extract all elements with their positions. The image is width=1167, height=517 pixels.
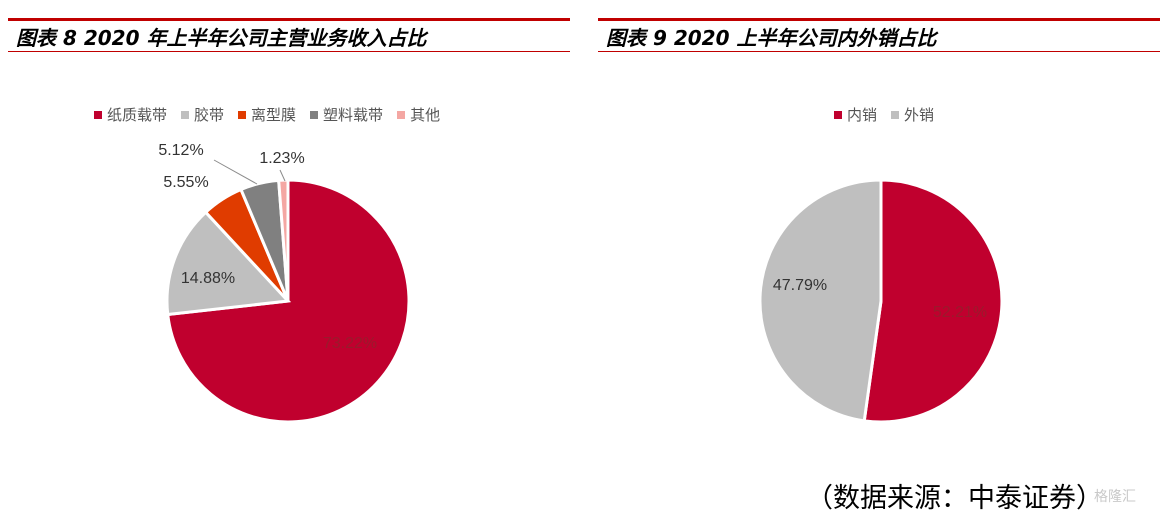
legend-label: 外销 — [904, 106, 935, 124]
leader-line — [213, 159, 258, 185]
data-source-note: （数据来源：中泰证券） — [806, 483, 1103, 514]
data-label: 5.12% — [158, 142, 203, 159]
legend-item: 其他 — [397, 104, 440, 125]
legend-swatch — [834, 110, 842, 119]
data-label: 5.55% — [163, 174, 208, 191]
legend-swatch — [891, 110, 900, 119]
chart2-legend: 内销 外销 — [834, 104, 934, 125]
data-label: 73.22% — [323, 335, 377, 352]
legend-swatch — [94, 110, 102, 119]
legend-swatch — [181, 110, 190, 119]
legend-item: 内销 — [834, 104, 877, 125]
legend-item: 外销 — [891, 104, 934, 125]
legend-item: 塑料载带 — [310, 104, 383, 125]
legend-label: 内销 — [847, 106, 878, 124]
chart2-title: 图表 9 2020 上半年公司内外销占比 — [598, 18, 1160, 52]
leader-line — [279, 169, 286, 182]
legend-label: 纸质载带 — [107, 106, 168, 124]
data-label: 14.88% — [181, 270, 235, 287]
legend-item: 纸质载带 — [94, 104, 167, 125]
pie-slice — [862, 178, 1004, 424]
pie-slice — [758, 178, 883, 423]
legend-swatch — [397, 110, 406, 119]
chart1-legend: 纸质载带 胶带 离型膜 塑料载带 其他 — [94, 104, 440, 125]
legend-label: 塑料载带 — [323, 106, 384, 124]
pie-slice — [165, 210, 292, 317]
legend-label: 离型膜 — [251, 106, 297, 124]
legend-swatch — [238, 110, 247, 119]
data-label: 1.23% — [259, 150, 304, 167]
data-label: 52.21% — [933, 304, 987, 321]
watermark-text: 格隆汇 — [1094, 489, 1136, 505]
legend-item: 胶带 — [181, 104, 224, 125]
chart1-title: 图表 8 2020 年上半年公司主营业务收入占比 — [8, 18, 570, 52]
legend-label: 其他 — [410, 106, 441, 124]
pie-slice — [277, 178, 290, 302]
legend-swatch — [310, 110, 319, 119]
legend-label: 胶带 — [194, 106, 225, 124]
legend-item: 离型膜 — [238, 104, 296, 125]
data-label: 47.79% — [773, 277, 827, 294]
